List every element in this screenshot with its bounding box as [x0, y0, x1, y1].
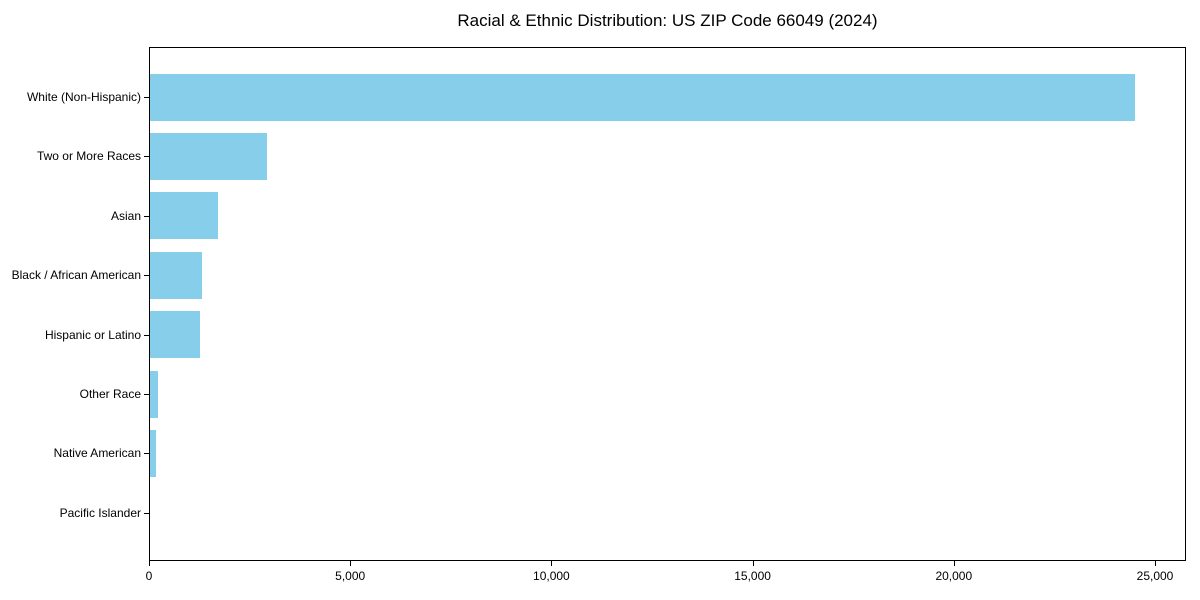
bar	[150, 251, 203, 299]
x-axis-tick-label: 15,000	[734, 569, 771, 583]
bar	[150, 429, 157, 477]
x-axis-tick	[953, 561, 955, 566]
x-axis-tick-label: 5,000	[335, 569, 366, 583]
x-axis-tick	[1155, 561, 1156, 566]
y-axis-tick	[144, 453, 149, 455]
y-axis-tick	[144, 512, 149, 514]
bar	[150, 73, 1135, 121]
y-axis-tick	[144, 215, 149, 217]
y-axis-tick	[144, 97, 149, 98]
x-axis-tick-label: 10,000	[533, 569, 570, 583]
plot-area	[149, 47, 1186, 561]
bar	[150, 132, 267, 180]
y-axis-tick-label: Native American	[53, 446, 141, 461]
y-axis-tick-label: White (Non-Hispanic)	[26, 90, 141, 104]
bar	[150, 192, 219, 240]
y-axis-tick	[144, 394, 149, 395]
chart-title: Racial & Ethnic Distribution: US ZIP Cod…	[457, 11, 878, 30]
x-axis-tick-label: 0	[145, 569, 153, 583]
x-axis-tick	[752, 561, 754, 566]
y-axis-tick-label: Hispanic or Latino	[44, 327, 141, 342]
y-axis-tick	[144, 334, 149, 336]
y-axis-tick-label: Black / African American	[11, 268, 141, 283]
x-axis-tick	[551, 561, 553, 566]
x-axis-tick-label: 25,000	[1136, 569, 1174, 583]
bar	[150, 311, 201, 359]
y-axis-tick-label: Two or More Races	[36, 149, 141, 164]
y-axis-tick-label: Pacific Islander	[59, 505, 141, 520]
y-axis-tick-label: Asian	[110, 208, 141, 223]
x-axis-tick-label: 20,000	[935, 569, 973, 583]
y-axis-tick	[144, 275, 149, 277]
bar	[150, 370, 159, 418]
y-axis-tick-label: Other Race	[79, 387, 141, 401]
x-axis-tick	[350, 561, 352, 566]
x-axis-tick	[149, 561, 150, 566]
y-axis-tick	[144, 156, 149, 158]
